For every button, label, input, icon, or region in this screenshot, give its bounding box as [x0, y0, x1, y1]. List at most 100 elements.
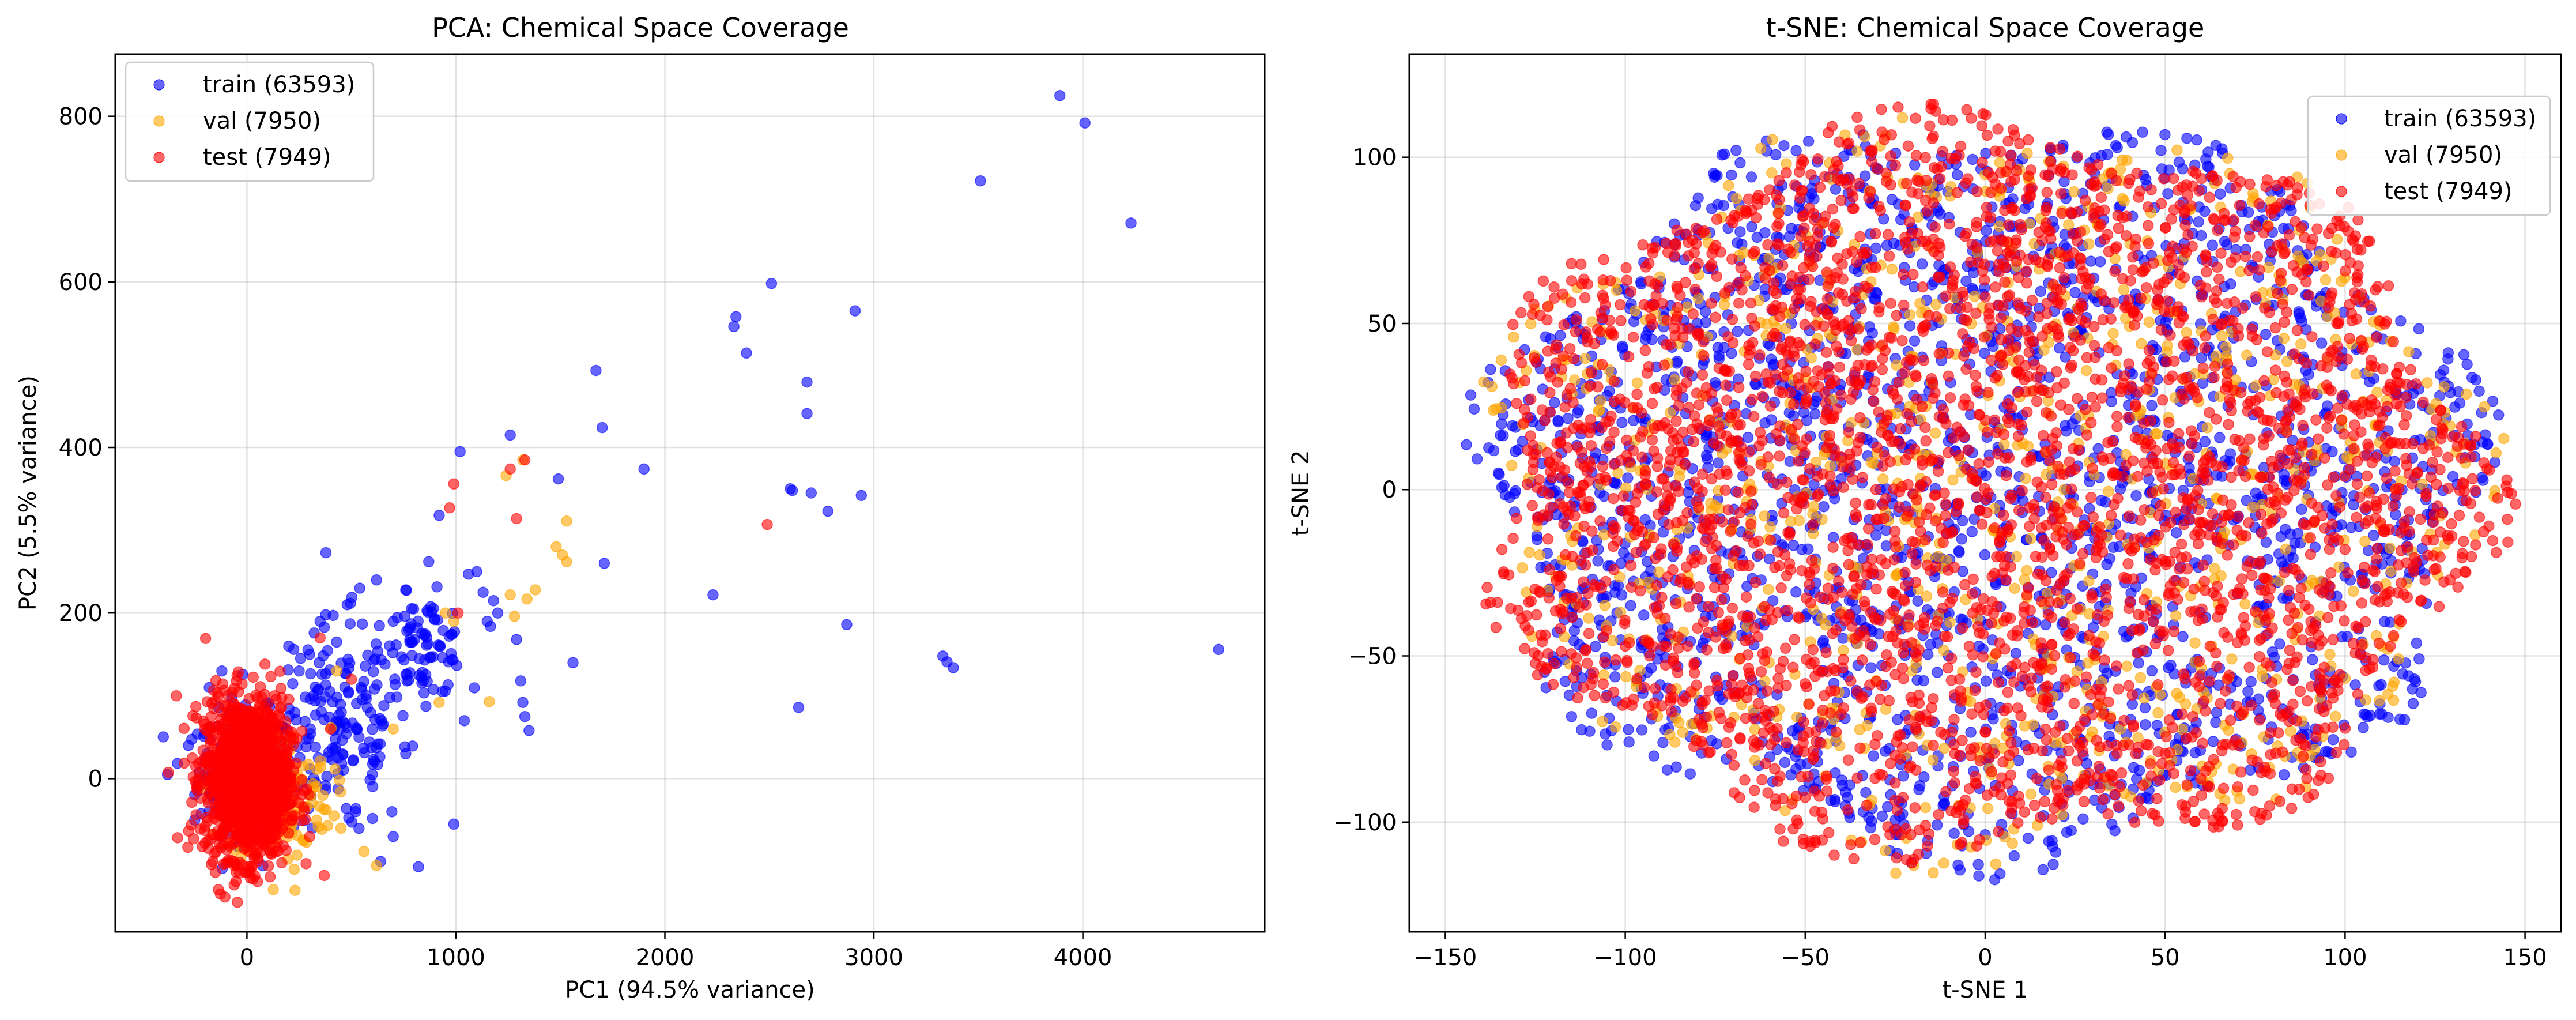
tsne-point-train [2292, 528, 2304, 540]
tsne-point-train [1488, 445, 1500, 457]
tsne-point-train [1510, 446, 1521, 457]
pca-point-test [245, 751, 257, 763]
pca-point-test [251, 845, 263, 857]
pca-point-train [289, 707, 301, 718]
tsne-point-val [2068, 186, 2080, 198]
pca-point-val [521, 593, 533, 605]
tsne-point-train [1868, 750, 1879, 762]
tsne-point-val [2359, 536, 2371, 547]
tsne-point-train [1759, 417, 1771, 429]
tsne-point-train [2492, 409, 2505, 421]
pca-point-train [400, 748, 412, 760]
pca-point-train [350, 698, 363, 710]
pca-x-tick-label: 3000 [844, 944, 903, 971]
pca-point-train [157, 731, 169, 743]
pca-point-test [163, 766, 174, 778]
pca-point-test [209, 695, 221, 707]
tsne-point-val [1929, 427, 1941, 439]
tsne-point-train [1876, 810, 1888, 822]
pca-point-test [285, 815, 297, 827]
tsne-point-train [1730, 144, 1742, 156]
tsne-point-train [2191, 134, 2202, 146]
pca-point-test [252, 855, 265, 867]
tsne-point-train [1911, 674, 1923, 686]
tsne-point-train [2287, 552, 2299, 564]
tsne-point-train [1732, 237, 1743, 249]
pca-point-train [429, 613, 441, 626]
tsne-point-val [2215, 570, 2227, 582]
tsne-point-train [1670, 761, 1682, 773]
pca-point-train [331, 691, 343, 703]
pca-point-train [433, 510, 445, 521]
tsne-point-train [2378, 654, 2390, 666]
tsne-point-train [1790, 586, 1802, 598]
tsne-point-train [2077, 813, 2089, 825]
tsne-point-train [2069, 287, 2081, 299]
pca-point-test [216, 727, 228, 739]
pca-point-test [244, 872, 257, 884]
tsne-point-train [2219, 235, 2231, 247]
pca-point-train [389, 673, 401, 685]
tsne-point-train [1734, 157, 1746, 169]
pca-point-train [413, 861, 424, 872]
pca-point-train [216, 665, 228, 677]
tsne-point-train [2156, 163, 2168, 175]
pca-point-val [315, 755, 326, 767]
pca-point-test [325, 723, 337, 735]
tsne-point-val [1517, 562, 1528, 574]
pca-point-train [342, 653, 354, 665]
tsne-point-train [1864, 321, 1876, 333]
pca-point-test [519, 454, 531, 466]
tsne-point-train [1552, 416, 1564, 428]
pca-point-train [855, 490, 868, 502]
tsne-point-train [2407, 698, 2419, 709]
tsne-point-train [2375, 679, 2387, 691]
tsne-point-train [2409, 676, 2422, 688]
tsne-point-val [1851, 145, 1863, 157]
tsne-point-train [2013, 755, 2024, 766]
tsne-point-val [2170, 609, 2182, 622]
tsne-point-train [1870, 242, 1882, 254]
tsne-point-train [2278, 469, 2290, 480]
pca-point-test [224, 743, 236, 754]
pca-point-train [397, 710, 409, 722]
tsne-point-train [2210, 140, 2222, 152]
pca-point-train [567, 657, 579, 669]
tsne-point-train [1802, 136, 1815, 147]
tsne-point-train [1726, 169, 1737, 181]
tsne-point-train [1566, 711, 1578, 722]
tsne-point-train [2243, 206, 2254, 219]
pca-point-test [210, 675, 222, 687]
tsne-point-train [2114, 483, 2126, 495]
pca-point-train [1125, 217, 1137, 229]
tsne-point-train [1540, 331, 1552, 342]
tsne-point-val [2438, 381, 2450, 393]
pca-point-test [238, 705, 250, 716]
pca-point-test [190, 701, 202, 713]
pca-point-test [190, 780, 202, 791]
tsne-point-train [2103, 731, 2115, 742]
tsne-point-train [1485, 363, 1496, 375]
pca-point-train [314, 657, 325, 668]
tsne-point-train [2295, 312, 2306, 323]
tsne-point-train [2146, 400, 2158, 411]
pca-point-val [320, 804, 332, 816]
pca-point-train [376, 714, 387, 727]
tsne-point-train [1989, 874, 2001, 886]
pca-point-train [330, 742, 341, 754]
pca-legend-marker-val [153, 115, 165, 127]
pca-point-test [190, 809, 202, 820]
tsne-point-train [2126, 698, 2139, 710]
tsne-point-val [2422, 377, 2433, 389]
tsne-point-train [1504, 491, 1515, 503]
tsne-point-train [1909, 159, 1921, 171]
pca-point-train [488, 594, 499, 607]
tsne-point-train [1648, 750, 1660, 762]
pca-point-test [223, 817, 235, 829]
pca-point-test [255, 739, 266, 751]
tsne-point-train [1779, 756, 1791, 769]
tsne-point-val [1583, 612, 1594, 624]
tsne-point-train [2094, 256, 2106, 268]
pca-x-tick-label: 1000 [427, 944, 485, 971]
pca-point-train [387, 831, 399, 842]
